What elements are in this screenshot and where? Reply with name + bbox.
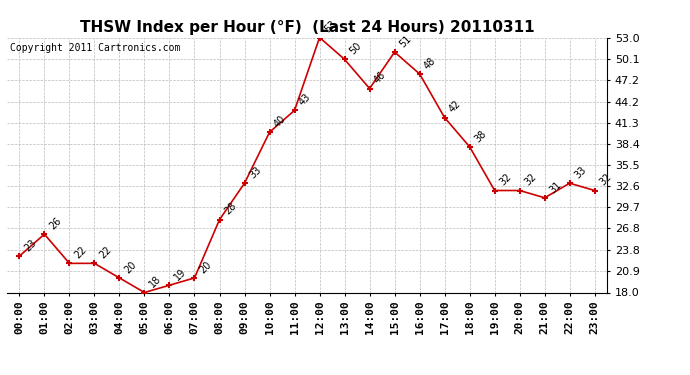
Text: 46: 46 bbox=[373, 70, 388, 86]
Text: 20: 20 bbox=[122, 260, 138, 275]
Text: 31: 31 bbox=[547, 179, 563, 195]
Title: THSW Index per Hour (°F)  (Last 24 Hours) 20110311: THSW Index per Hour (°F) (Last 24 Hours)… bbox=[80, 20, 534, 35]
Text: 53: 53 bbox=[322, 19, 338, 35]
Text: 18: 18 bbox=[147, 274, 163, 290]
Text: 48: 48 bbox=[422, 56, 438, 71]
Text: Copyright 2011 Cartronics.com: Copyright 2011 Cartronics.com bbox=[10, 43, 180, 52]
Text: 33: 33 bbox=[573, 165, 588, 180]
Text: 32: 32 bbox=[497, 172, 513, 188]
Text: 20: 20 bbox=[197, 260, 213, 275]
Text: 38: 38 bbox=[473, 128, 488, 144]
Text: 19: 19 bbox=[172, 267, 188, 282]
Text: 33: 33 bbox=[247, 165, 263, 180]
Text: 32: 32 bbox=[598, 172, 613, 188]
Text: 22: 22 bbox=[72, 244, 88, 261]
Text: 26: 26 bbox=[47, 216, 63, 231]
Text: 22: 22 bbox=[97, 244, 113, 261]
Text: 43: 43 bbox=[297, 92, 313, 108]
Text: 50: 50 bbox=[347, 41, 363, 57]
Text: 40: 40 bbox=[273, 114, 288, 129]
Text: 51: 51 bbox=[397, 33, 413, 49]
Text: 28: 28 bbox=[222, 201, 238, 217]
Text: 23: 23 bbox=[22, 237, 38, 253]
Text: 32: 32 bbox=[522, 172, 538, 188]
Text: 42: 42 bbox=[447, 99, 463, 115]
